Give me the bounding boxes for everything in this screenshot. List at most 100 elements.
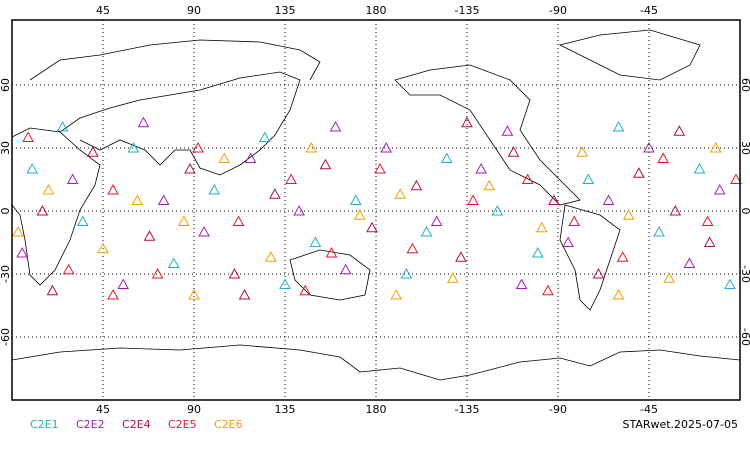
x-tick-label-bottom: 45 <box>96 403 110 416</box>
map-frame <box>11 19 741 401</box>
y-tick-label-right: -30 <box>739 265 750 283</box>
triangle-marker <box>36 204 49 216</box>
triangle-marker <box>410 179 423 191</box>
x-tick-label-bottom: 180 <box>366 403 387 416</box>
y-tick-label-left: -60 <box>0 328 12 346</box>
triangle-marker <box>612 120 625 132</box>
triangle-marker <box>576 146 589 157</box>
triangle-marker <box>87 146 99 157</box>
y-tick-label-left: 60 <box>0 78 12 92</box>
credit: STARwet.2025-07-05 <box>622 418 738 431</box>
x-tick-label-bottom: -45 <box>640 403 658 416</box>
triangle-marker <box>279 278 291 289</box>
triangle-marker <box>269 188 281 199</box>
triangle-marker <box>319 158 332 170</box>
x-tick-label-top: -135 <box>455 4 480 17</box>
triangle-marker <box>192 141 204 153</box>
triangle-marker <box>232 215 245 226</box>
y-tick-label-left: 30 <box>0 141 12 155</box>
triangle-marker <box>66 173 79 184</box>
x-tick-label-bottom: 135 <box>275 403 296 416</box>
triangle-marker <box>339 263 352 275</box>
triangle-marker <box>616 251 629 262</box>
triangle-marker <box>137 116 150 128</box>
x-tick-label-bottom: -135 <box>455 403 480 416</box>
triangle-marker <box>653 225 665 237</box>
triangle-marker <box>568 215 581 226</box>
triangle-marker <box>535 221 548 233</box>
coastlines <box>11 29 741 381</box>
triangle-marker <box>455 251 467 262</box>
triangle-marker <box>683 257 696 268</box>
triangle-marker <box>730 173 742 184</box>
triangle-marker <box>612 288 625 300</box>
triangle-marker <box>713 183 726 195</box>
triangle-marker <box>467 194 479 205</box>
triangle-marker <box>709 141 722 153</box>
y-tick-label-right: 30 <box>739 141 750 155</box>
x-tick-label-top: 135 <box>275 4 296 17</box>
triangle-marker <box>461 116 473 128</box>
legend: C2E1 C2E2 C2E4 C2E5 C2E6 <box>30 418 243 431</box>
triangle-marker <box>42 183 55 195</box>
triangle-marker <box>305 141 318 153</box>
y-tick-label-left: 0 <box>0 208 12 215</box>
triangle-marker <box>188 288 200 300</box>
triangle-marker <box>309 236 322 247</box>
triangle-marker <box>673 125 686 136</box>
y-tick-label-right: 60 <box>739 78 750 92</box>
triangle-marker <box>491 204 504 216</box>
x-tick-label-top: -45 <box>640 4 658 17</box>
triangle-marker <box>724 278 736 289</box>
triangle-marker <box>208 183 221 195</box>
triangle-marker <box>228 267 241 279</box>
triangle-marker <box>117 278 130 289</box>
y-tick-label-left: -30 <box>0 265 12 283</box>
triangle-marker <box>531 246 544 258</box>
legend-entry: C2E4 <box>122 418 151 431</box>
x-tick-label-top: 45 <box>96 4 110 17</box>
triangle-marker <box>16 246 28 258</box>
triangle-marker <box>390 288 403 300</box>
triangle-marker <box>515 278 528 289</box>
triangle-marker <box>218 152 231 163</box>
triangle-marker <box>62 263 75 275</box>
observations <box>12 116 742 300</box>
triangle-marker <box>406 242 419 254</box>
grid <box>12 20 740 400</box>
triangle-marker <box>107 183 119 195</box>
triangle-marker <box>374 162 386 174</box>
triangle-marker <box>353 209 366 220</box>
triangle-marker <box>238 288 251 300</box>
triangle-marker <box>366 221 378 233</box>
triangle-marker <box>663 272 676 283</box>
x-tick-label-top: -90 <box>549 4 567 17</box>
triangle-marker <box>693 162 706 174</box>
triangle-marker <box>542 284 554 296</box>
triangle-marker <box>325 246 338 258</box>
triangle-marker <box>548 194 560 205</box>
triangle-marker <box>483 179 496 191</box>
triangle-marker <box>349 194 362 205</box>
x-tick-label-top: 180 <box>366 4 387 17</box>
triangle-marker <box>701 215 714 226</box>
triangle-marker <box>178 215 190 226</box>
triangle-marker <box>198 225 210 237</box>
triangle-marker <box>400 267 413 279</box>
triangle-marker <box>507 146 520 157</box>
triangle-marker <box>107 288 119 300</box>
triangle-marker <box>97 242 109 254</box>
triangle-marker <box>285 173 297 184</box>
triangle-marker <box>22 131 35 142</box>
triangle-marker <box>76 215 89 226</box>
triangle-marker <box>475 162 488 174</box>
triangle-marker <box>264 251 277 262</box>
triangle-marker <box>657 152 670 163</box>
tick-labels: 45 45 90 90 135 135 180 180 -135 -135 -90 -90 -45 -45… <box>0 4 750 416</box>
x-tick-label-top: 90 <box>187 4 201 17</box>
triangle-marker <box>157 194 170 205</box>
triangle-marker <box>46 284 59 296</box>
x-tick-label-bottom: 90 <box>187 403 201 416</box>
